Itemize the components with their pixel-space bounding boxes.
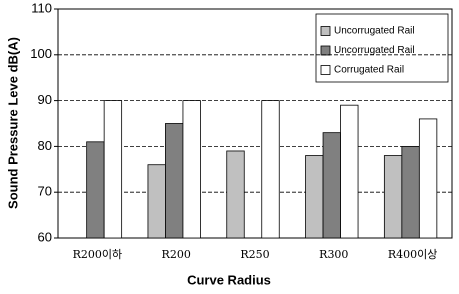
- bar: [103, 100, 123, 239]
- legend-swatch: [320, 65, 331, 75]
- x-tick-label: R200: [162, 248, 191, 261]
- x-tick-label: R200이하: [73, 247, 123, 261]
- legend: Uncorrugated Rail Uncorrugated Rail Corrug…: [315, 13, 449, 83]
- bar: [86, 141, 105, 239]
- bar: [340, 104, 359, 239]
- bar: [418, 118, 438, 239]
- x-axis-label: Curve Radius: [187, 272, 271, 287]
- legend-label: Uncorrugated Rail: [334, 45, 415, 56]
- bar: [165, 123, 184, 239]
- bar: [261, 100, 280, 239]
- bar: [383, 155, 403, 239]
- y-tick-label: 60: [38, 229, 52, 244]
- y-tick-label: 100: [30, 46, 52, 61]
- legend-swatch: [320, 26, 331, 36]
- legend-label: Uncorrugated Rail: [334, 26, 415, 37]
- bar: [226, 150, 245, 239]
- x-tick-label: R400이상: [388, 248, 438, 261]
- bar: [322, 132, 341, 239]
- legend-box: [315, 13, 449, 83]
- x-tick-label: R250: [240, 248, 269, 261]
- y-tick-label: 90: [38, 92, 52, 107]
- y-tick-label: 70: [38, 184, 52, 199]
- y-axis-label: Sound Pressure Leve dB(A): [5, 37, 20, 209]
- bar: [147, 164, 166, 239]
- bar: [305, 155, 324, 239]
- y-tick-label: 110: [31, 0, 52, 15]
- bar: [182, 100, 201, 239]
- x-tick-label: R300: [319, 248, 348, 261]
- legend-label: Corrugated Rail: [334, 65, 404, 76]
- bar: [401, 145, 420, 239]
- legend-swatch: [320, 45, 331, 56]
- y-tick-label: 80: [38, 138, 52, 153]
